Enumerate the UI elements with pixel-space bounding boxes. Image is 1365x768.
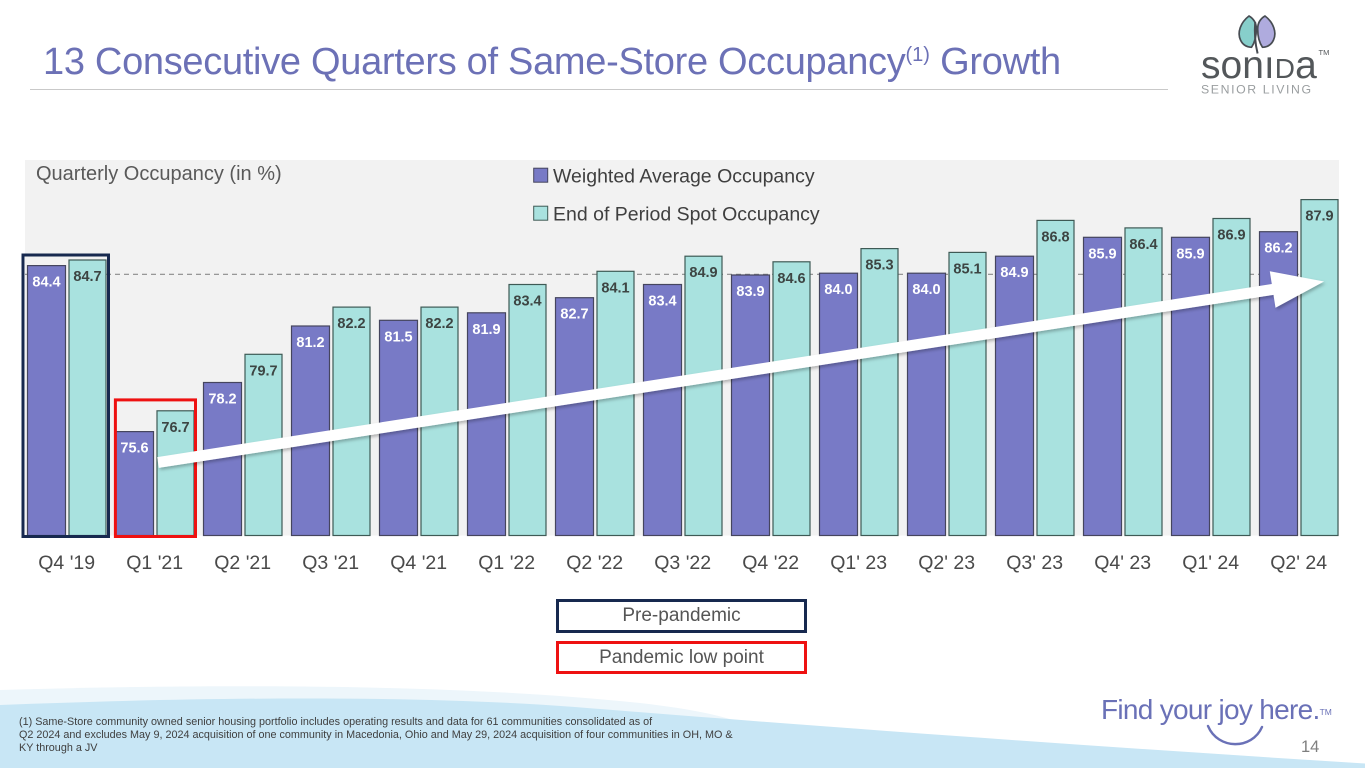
svg-text:Q4 '19: Q4 '19 [38, 552, 95, 574]
svg-text:84.4: 84.4 [32, 275, 60, 291]
svg-text:84.7: 84.7 [73, 269, 101, 285]
svg-text:Q2 '22: Q2 '22 [566, 552, 623, 574]
svg-text:75.6: 75.6 [120, 441, 148, 457]
svg-text:SENIOR LIVING: SENIOR LIVING [1201, 83, 1313, 97]
svg-text:83.4: 83.4 [648, 294, 676, 310]
svg-text:83.9: 83.9 [736, 284, 764, 300]
svg-text:Q3 '21: Q3 '21 [302, 552, 359, 574]
svg-text:84.1: 84.1 [601, 280, 629, 296]
svg-text:82.7: 82.7 [560, 307, 588, 323]
svg-text:82.2: 82.2 [425, 316, 453, 332]
svg-text:Q2 '21: Q2 '21 [214, 552, 271, 574]
svg-text:D: D [1275, 53, 1295, 84]
svg-text:81.2: 81.2 [296, 335, 324, 351]
svg-text:84.9: 84.9 [689, 265, 717, 281]
svg-text:Q4 '22: Q4 '22 [742, 552, 799, 574]
svg-text:Q3' 23: Q3' 23 [1006, 552, 1063, 574]
svg-text:Weighted Average Occupancy: Weighted Average Occupancy [553, 166, 815, 188]
svg-text:85.3: 85.3 [865, 258, 893, 274]
svg-text:sonı: sonı [1201, 44, 1275, 87]
svg-text:86.9: 86.9 [1217, 228, 1245, 244]
svg-text:85.9: 85.9 [1088, 246, 1116, 262]
svg-text:Q4' 23: Q4' 23 [1094, 552, 1151, 574]
svg-text:a: a [1295, 44, 1317, 87]
svg-text:Q1 '22: Q1 '22 [478, 552, 535, 574]
svg-text:End of Period Spot Occupancy: End of Period Spot Occupancy [553, 204, 820, 226]
svg-text:85.9: 85.9 [1176, 246, 1204, 262]
svg-text:Q1' 23: Q1' 23 [830, 552, 887, 574]
svg-text:85.1: 85.1 [953, 261, 981, 277]
svg-text:Q1 '21: Q1 '21 [126, 552, 183, 574]
svg-text:78.2: 78.2 [208, 392, 236, 408]
svg-text:Q2' 24: Q2' 24 [1270, 552, 1327, 574]
svg-text:Q1' 24: Q1' 24 [1182, 552, 1239, 574]
svg-text:84.6: 84.6 [777, 271, 805, 287]
svg-text:82.2: 82.2 [337, 316, 365, 332]
svg-text:84.0: 84.0 [912, 282, 940, 298]
svg-text:86.8: 86.8 [1041, 229, 1069, 245]
svg-text:86.2: 86.2 [1264, 241, 1292, 257]
svg-text:84.9: 84.9 [1000, 265, 1028, 281]
svg-text:TM: TM [1319, 48, 1330, 57]
svg-text:83.4: 83.4 [513, 294, 541, 310]
svg-text:Quarterly Occupancy (in %): Quarterly Occupancy (in %) [36, 163, 282, 185]
svg-text:86.4: 86.4 [1129, 237, 1157, 253]
svg-text:Q3 '22: Q3 '22 [654, 552, 711, 574]
svg-text:Q4 '21: Q4 '21 [390, 552, 447, 574]
svg-text:Q2' 23: Q2' 23 [918, 552, 975, 574]
svg-text:76.7: 76.7 [161, 420, 189, 436]
svg-text:79.7: 79.7 [249, 363, 277, 379]
svg-text:81.5: 81.5 [384, 329, 412, 345]
svg-text:87.9: 87.9 [1305, 209, 1333, 225]
svg-text:81.9: 81.9 [472, 322, 500, 338]
svg-text:84.0: 84.0 [824, 282, 852, 298]
